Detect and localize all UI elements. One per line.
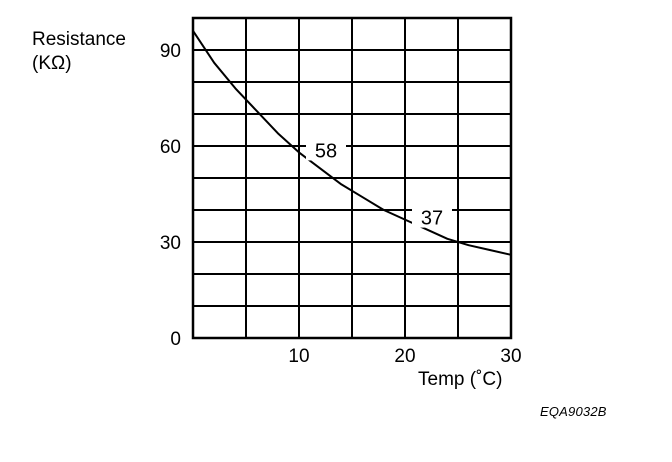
x-tick-label: 30	[500, 346, 521, 367]
figure-code: EQA9032B	[540, 404, 607, 419]
y-axis-label: Resistance (KΩ)	[32, 28, 126, 76]
y-tick-label: 30	[160, 233, 181, 254]
y-axis-label-line2: (KΩ)	[32, 53, 72, 74]
x-tick-label: 10	[288, 346, 309, 367]
data-label-background	[412, 203, 452, 228]
plot-frame	[191, 16, 513, 340]
y-axis-label-line1: Resistance	[32, 29, 126, 50]
resistance-curve	[192, 29, 512, 256]
x-axis-label: Temp (˚C)	[418, 369, 503, 390]
y-tick-label: 60	[160, 137, 181, 158]
data-label: 37	[421, 208, 443, 230]
y-tick-label: 90	[160, 41, 181, 62]
x-tick-label: 20	[394, 346, 415, 367]
y-tick-label: 0	[170, 329, 181, 350]
data-label: 58	[315, 140, 337, 162]
data-label-background	[306, 136, 346, 161]
